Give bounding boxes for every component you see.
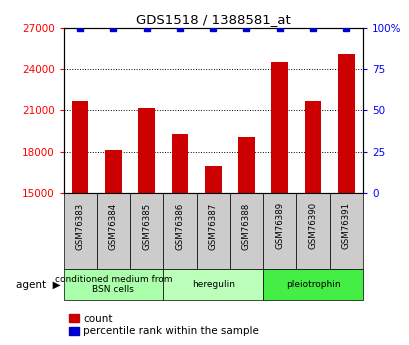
Bar xyxy=(263,269,362,300)
Text: pleiotrophin: pleiotrophin xyxy=(285,280,339,289)
Bar xyxy=(204,166,221,193)
Text: conditioned medium from
BSN cells: conditioned medium from BSN cells xyxy=(54,275,172,294)
Bar xyxy=(238,137,254,193)
Text: GSM76390: GSM76390 xyxy=(308,202,317,249)
Text: GSM76385: GSM76385 xyxy=(142,202,151,249)
Bar xyxy=(271,62,287,193)
Text: agent  ▶: agent ▶ xyxy=(16,280,61,289)
Text: heregulin: heregulin xyxy=(191,280,234,289)
Legend: count, percentile rank within the sample: count, percentile rank within the sample xyxy=(69,314,258,336)
Bar xyxy=(329,193,362,269)
Text: GSM76389: GSM76389 xyxy=(274,202,283,249)
Text: GSM76387: GSM76387 xyxy=(208,202,217,249)
Bar xyxy=(196,193,229,269)
Text: GSM76384: GSM76384 xyxy=(109,202,118,249)
Text: GSM76391: GSM76391 xyxy=(341,202,350,249)
Bar xyxy=(138,108,155,193)
Bar xyxy=(130,193,163,269)
Bar xyxy=(63,269,163,300)
Text: GSM76388: GSM76388 xyxy=(241,202,250,249)
Bar xyxy=(337,54,354,193)
Bar xyxy=(229,193,263,269)
Bar xyxy=(296,193,329,269)
Bar xyxy=(72,101,88,193)
Text: GSM76386: GSM76386 xyxy=(175,202,184,249)
Bar xyxy=(105,150,121,193)
Bar xyxy=(163,193,196,269)
Bar xyxy=(63,193,97,269)
Title: GDS1518 / 1388581_at: GDS1518 / 1388581_at xyxy=(135,13,290,27)
Bar xyxy=(163,269,263,300)
Bar xyxy=(97,193,130,269)
Bar xyxy=(304,101,321,193)
Bar xyxy=(171,134,188,193)
Text: GSM76383: GSM76383 xyxy=(76,202,85,249)
Bar xyxy=(263,193,296,269)
